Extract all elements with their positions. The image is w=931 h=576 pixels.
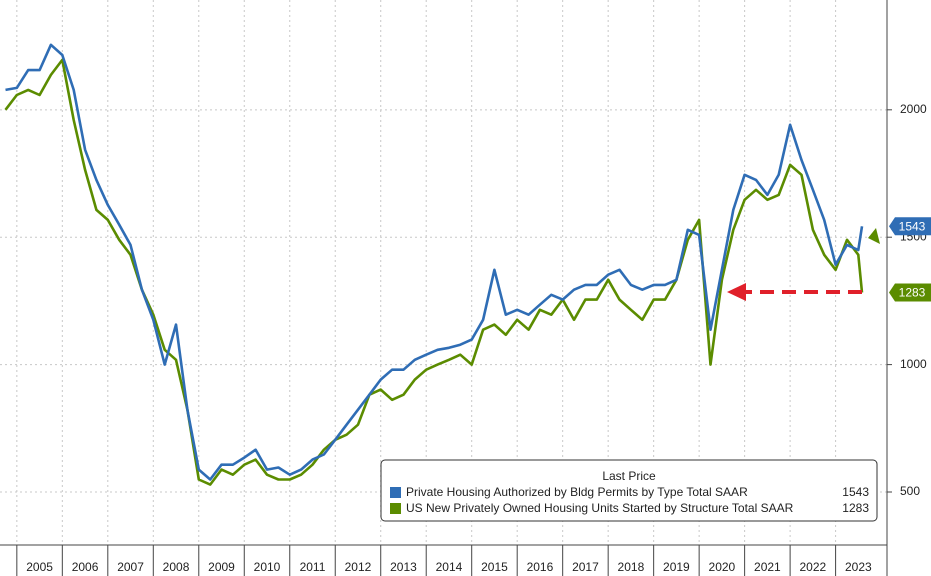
x-tick-label: 2007 <box>117 560 144 574</box>
x-tick-label: 2019 <box>663 560 690 574</box>
x-tick-label: 2008 <box>163 560 190 574</box>
x-tick-label: 2021 <box>754 560 781 574</box>
y-tick-label: 2000 <box>900 102 927 116</box>
last-price-label: 1283 <box>899 286 926 300</box>
legend-label: Private Housing Authorized by Bldg Permi… <box>406 485 748 499</box>
legend-box <box>380 459 878 522</box>
x-tick-label: 2015 <box>481 560 508 574</box>
legend-value: 1283 <box>842 501 869 515</box>
x-tick-label: 2022 <box>800 560 827 574</box>
x-tick-label: 2009 <box>208 560 235 574</box>
legend-label: US New Privately Owned Housing Units Sta… <box>406 501 794 515</box>
x-tick-label: 2018 <box>618 560 645 574</box>
legend-swatch <box>390 503 401 514</box>
x-tick-label: 2023 <box>845 560 872 574</box>
legend-value: 1543 <box>842 485 869 499</box>
last-price-label: 1543 <box>899 219 926 233</box>
x-tick-label: 2013 <box>390 560 417 574</box>
legend: Last Price Private Housing Authorized by … <box>380 459 878 522</box>
x-tick-label: 2020 <box>709 560 736 574</box>
red-arrow-head <box>727 283 746 301</box>
series-line <box>5 43 864 481</box>
x-tick-label: 2016 <box>527 560 554 574</box>
y-tick-label: 1000 <box>900 357 927 371</box>
x-tick-label: 2010 <box>254 560 281 574</box>
x-tick-label: 2006 <box>72 560 99 574</box>
last-price-tag <box>889 283 931 302</box>
last-price-tag <box>889 217 931 236</box>
x-tick-label: 2014 <box>436 560 463 574</box>
y-tick-label: 500 <box>900 484 920 498</box>
legend-title: Last Price <box>602 469 656 483</box>
x-tick-label: 2012 <box>345 560 372 574</box>
x-tick-label: 2011 <box>300 560 326 574</box>
x-tick-label: 2005 <box>26 560 53 574</box>
green-arrow <box>868 228 880 244</box>
legend-swatch <box>390 487 401 498</box>
x-tick-label: 2017 <box>572 560 599 574</box>
